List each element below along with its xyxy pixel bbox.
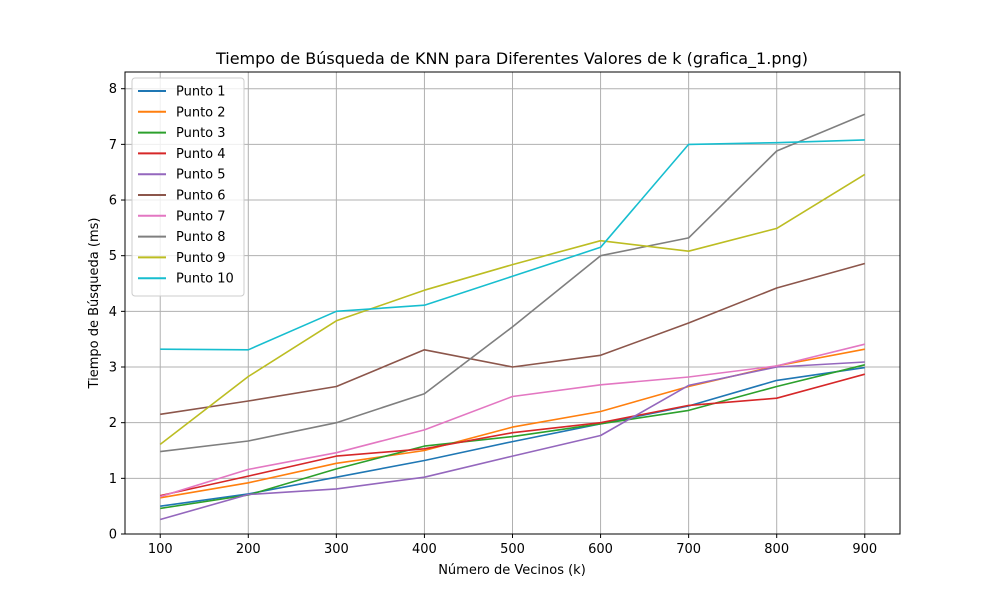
x-axis-title: Número de Vecinos (k)	[438, 563, 586, 578]
y-tick-label: 1	[109, 472, 117, 487]
y-tick-label: 6	[109, 194, 117, 209]
series-line-8	[160, 113, 866, 453]
legend-label: Punto 9	[176, 251, 226, 266]
legend-label: Punto 7	[176, 209, 226, 224]
x-tick-label: 300	[324, 542, 349, 557]
x-tick-label: 900	[852, 542, 877, 557]
series-lines	[159, 113, 866, 521]
series-line-6	[160, 262, 866, 416]
series-line-1	[160, 366, 865, 507]
legend-label: Punto 4	[176, 147, 226, 162]
legend-label: Punto 10	[176, 272, 234, 287]
y-tick-label: 5	[109, 249, 117, 264]
y-tick-label: 4	[109, 305, 117, 320]
series-line-3	[160, 364, 865, 510]
x-tick-label: 800	[764, 542, 789, 557]
series-line-4	[160, 373, 866, 497]
legend-label: Punto 1	[176, 85, 226, 100]
x-tick-label: 400	[412, 542, 437, 557]
axis-ticks: 100 200 300 400 500 600 700 800 900 0 1 2 3 4 5 6 7 8	[109, 82, 877, 557]
legend-label: Punto 6	[176, 189, 226, 204]
y-tick-label: 3	[109, 361, 117, 376]
legend-label: Punto 5	[176, 168, 226, 183]
chart-title: Tiempo de Búsqueda de KNN para Diferente…	[215, 49, 808, 69]
x-tick-label: 700	[676, 542, 701, 557]
legend-label: Punto 2	[176, 105, 226, 120]
y-axis-title: Tiempo de Búsqueda (ms)	[87, 218, 102, 390]
series-line-10	[160, 139, 865, 351]
y-tick-label: 0	[109, 528, 117, 543]
series-line-7	[159, 343, 865, 498]
x-tick-label: 100	[148, 542, 173, 557]
series-line-9	[159, 173, 866, 446]
x-tick-label: 200	[236, 542, 261, 557]
x-tick-label: 500	[500, 542, 525, 557]
y-tick-label: 8	[109, 82, 117, 97]
series-line-5	[159, 361, 865, 521]
y-tick-label: 2	[109, 416, 117, 431]
x-tick-label: 600	[588, 542, 613, 557]
y-tick-label: 7	[109, 138, 117, 153]
legend-label: Punto 3	[176, 126, 226, 141]
legend: Punto 1 Punto 2 Punto 3 Punto 4 Punto 5 Punto…	[131, 77, 245, 297]
legend-label: Punto 8	[176, 230, 226, 245]
